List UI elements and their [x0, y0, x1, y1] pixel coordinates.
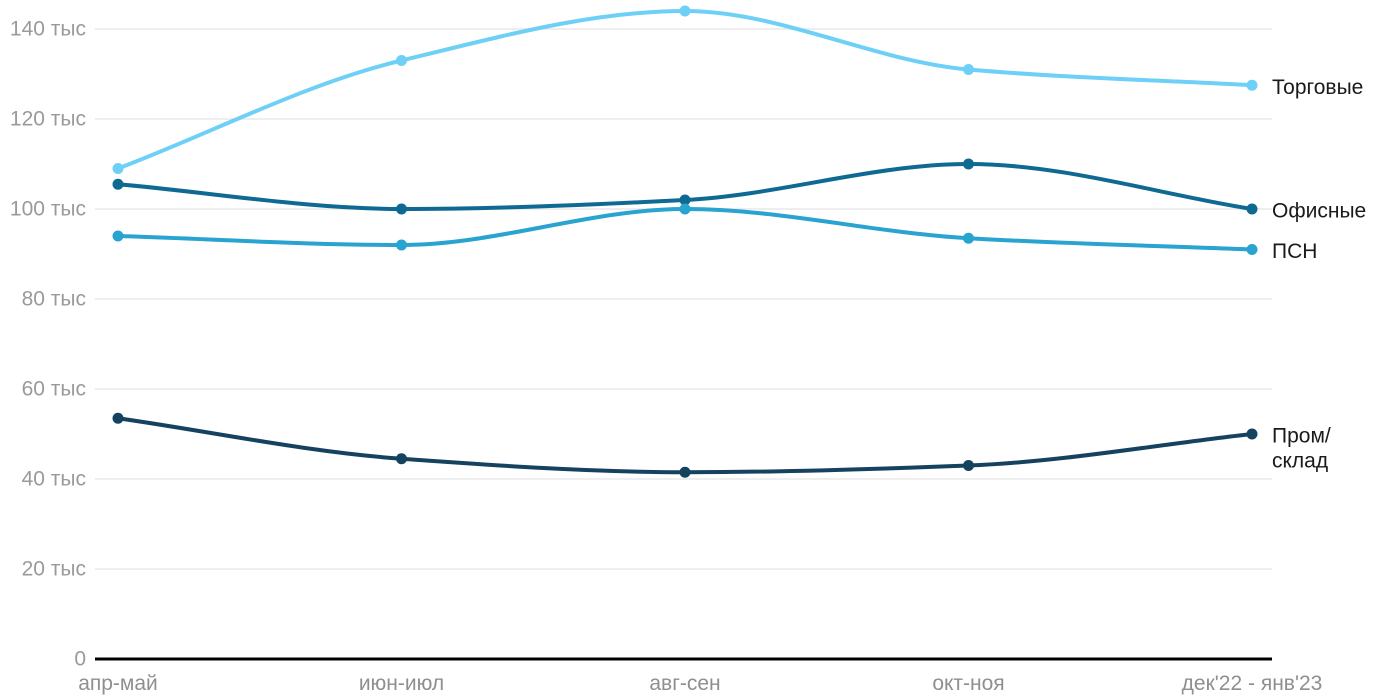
y-tick-label: 20 тыс — [22, 558, 86, 581]
series-point-torgovye — [1246, 79, 1258, 91]
y-tick-label: 0 — [74, 648, 86, 671]
series-label-torgovye: Торговые — [1272, 76, 1363, 99]
series-point-torgovye — [112, 163, 124, 174]
x-tick-label: авг-сен — [649, 672, 720, 695]
series-point-prom-sklad — [112, 412, 124, 424]
series-point-torgovye — [963, 64, 974, 75]
series-point-torgovye — [679, 5, 691, 17]
series-point-psn — [963, 232, 974, 244]
series-point-psn — [679, 203, 691, 215]
series-point-prom-sklad — [963, 460, 974, 471]
y-tick-label: 80 тыс — [22, 288, 86, 311]
series-label-ofisnye: Офисные — [1272, 200, 1366, 223]
series-point-ofisnye — [112, 178, 124, 190]
x-tick-label: апр-май — [78, 672, 158, 695]
series-point-prom-sklad — [1246, 428, 1258, 440]
series-point-psn — [1246, 244, 1258, 255]
series-point-prom-sklad — [396, 453, 407, 465]
series-line-prom-sklad — [116, 416, 1254, 475]
series-point-torgovye — [396, 55, 407, 66]
series-point-ofisnye — [1246, 203, 1258, 215]
y-tick-label: 60 тыс — [22, 378, 86, 401]
series-point-ofisnye — [679, 194, 691, 206]
series-point-ofisnye — [963, 158, 974, 170]
series-line-psn — [116, 207, 1254, 252]
series-point-ofisnye — [396, 203, 407, 215]
y-tick-label: 40 тыс — [22, 468, 86, 491]
x-tick-label: июн-июл — [359, 672, 444, 695]
series-label-prom-sklad: Пром/ — [1272, 425, 1331, 448]
series-point-psn — [112, 230, 124, 242]
y-tick-label: 120 тыс — [10, 108, 86, 131]
y-tick-label: 140 тыс — [10, 18, 86, 41]
series-label-psn: ПСН — [1272, 240, 1317, 263]
series-line-torgovye — [116, 9, 1254, 171]
x-tick-label: дек'22 - янв'23 — [1182, 672, 1323, 695]
series-point-psn — [396, 239, 407, 251]
series-point-prom-sklad — [679, 466, 691, 478]
series-label-prom-sklad: склад — [1272, 450, 1328, 473]
y-tick-label: 100 тыс — [10, 198, 86, 221]
x-tick-label: окт-ноя — [932, 672, 1004, 695]
